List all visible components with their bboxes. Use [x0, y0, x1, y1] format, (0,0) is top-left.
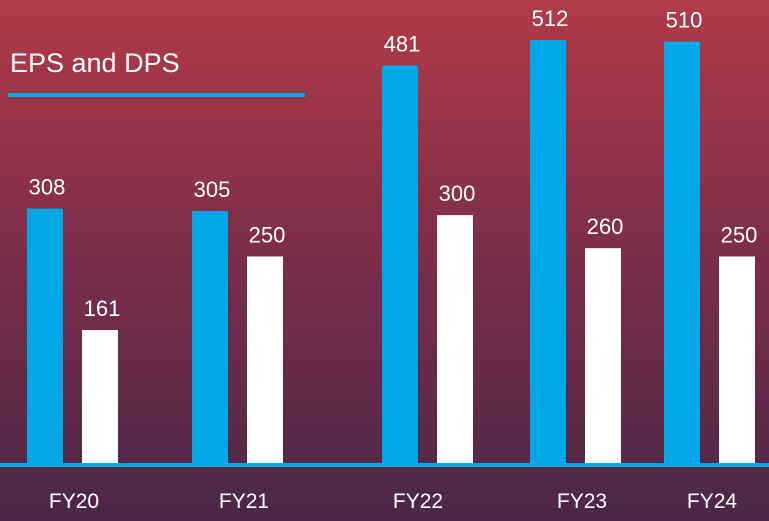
bar [382, 65, 418, 463]
bar [27, 208, 63, 463]
x-tick-label: FY20 [49, 490, 99, 513]
x-tick-label: FY21 [219, 490, 269, 513]
x-tick-label: FY24 [687, 490, 738, 513]
value-label: 305 [194, 177, 231, 202]
bar [192, 211, 228, 463]
value-label: 512 [532, 6, 569, 31]
bar [530, 40, 566, 463]
bar [719, 256, 755, 463]
value-label: 250 [721, 222, 758, 247]
bar [247, 256, 283, 463]
bar [82, 329, 118, 463]
bar [664, 41, 700, 463]
value-label: 308 [29, 175, 66, 200]
value-label: 300 [439, 181, 476, 206]
value-label: 161 [84, 296, 121, 321]
x-tick-label: FY23 [557, 490, 607, 513]
value-label: 481 [384, 32, 421, 57]
bar [585, 248, 621, 463]
value-label: 250 [249, 222, 286, 247]
x-tick-label: FY22 [393, 490, 443, 513]
value-label: 510 [666, 8, 703, 33]
value-label: 260 [587, 214, 624, 239]
chart-title: EPS and DPS [10, 48, 180, 78]
bar [437, 215, 473, 463]
